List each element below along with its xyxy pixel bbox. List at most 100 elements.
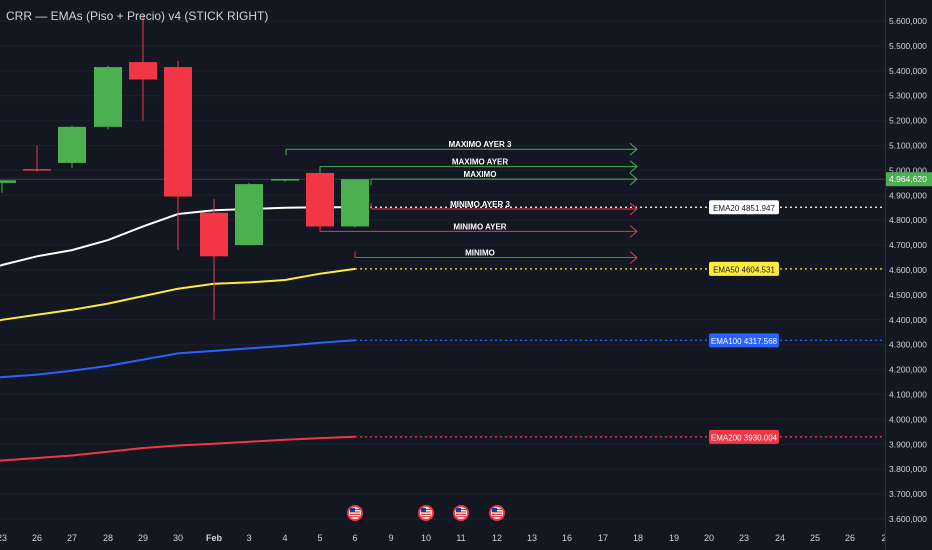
ema-label-bg — [709, 261, 779, 276]
price-axis-divider — [885, 0, 886, 550]
x-tick-label: 30 — [173, 533, 183, 543]
ema-label-bg — [709, 333, 779, 348]
level-maximo-ayer-3: MAXIMO AYER 3 — [285, 140, 638, 156]
level-arrow — [629, 225, 638, 238]
flag-stripe — [456, 516, 466, 518]
candle — [341, 179, 369, 228]
y-tick-label: 4.100,000 — [889, 390, 927, 400]
flag-stripe — [350, 516, 360, 518]
us-flag-event-icon — [418, 505, 434, 521]
y-tick-label: 4.200,000 — [889, 365, 927, 375]
candle — [164, 60, 192, 251]
candle — [235, 182, 263, 246]
level-arrow — [629, 202, 638, 216]
flag-stripe — [421, 516, 431, 518]
y-tick-label: 5.500,000 — [889, 41, 927, 51]
y-tick-label: 5.100,000 — [889, 141, 927, 151]
y-tick-label: 5.400,000 — [889, 66, 927, 76]
y-tick-label: 4.600,000 — [889, 265, 927, 275]
y-tick-label: 4.000,000 — [889, 414, 927, 424]
y-tick-label: 5.300,000 — [889, 91, 927, 101]
x-tick-label: 11 — [456, 533, 465, 543]
y-tick-label: 4.500,000 — [889, 290, 927, 300]
level-label: MAXIMO AYER — [452, 158, 509, 167]
x-tick-label: 26 — [32, 533, 42, 543]
candle — [271, 179, 299, 182]
x-tick-label: 9 — [388, 533, 393, 543]
y-tick-label: 4.900,000 — [889, 190, 927, 200]
x-tick-label: 19 — [669, 533, 679, 543]
y-tick-label: 4.400,000 — [889, 315, 927, 325]
x-tick-label: 12 — [492, 533, 502, 543]
x-tick-label: 4 — [282, 533, 287, 543]
x-tick-label: 17 — [598, 533, 608, 543]
ema-line-ema100 — [0, 339, 356, 379]
x-tick-label: 10 — [421, 533, 431, 543]
level-arrow — [629, 251, 638, 264]
us-flag-event-icon — [489, 505, 505, 521]
x-tick-label: 28 — [103, 533, 113, 543]
candle-body — [235, 184, 263, 246]
candle — [200, 199, 228, 320]
ema-label-text: EMA100 4317.568 — [711, 337, 778, 346]
flag-stripe — [421, 513, 431, 515]
candle-body — [306, 172, 334, 227]
flag-canton — [456, 508, 461, 512]
level-minimo-ayer: MINIMO AYER — [319, 222, 638, 238]
level-maximo-ayer: MAXIMO AYER — [319, 158, 638, 174]
flag-stripe — [456, 513, 466, 515]
candle-body — [58, 126, 86, 163]
ema-label-ema20: EMA20 4851.947 — [709, 200, 779, 215]
us-flag-event-icon — [347, 505, 363, 521]
level-arrow — [629, 160, 638, 174]
ema-label-ema100: EMA100 4317.568 — [709, 333, 779, 348]
candle — [306, 169, 334, 232]
x-tick-label: 16 — [562, 533, 572, 543]
level-label: MINIMO — [465, 249, 495, 258]
flag-canton — [492, 508, 497, 512]
ema-label-ema200: EMA200 3930.004 — [709, 429, 779, 444]
level-label: MAXIMO — [464, 170, 497, 179]
level-minimo: MINIMO — [354, 249, 638, 264]
y-tick-label: 5.600,000 — [889, 16, 927, 26]
candle-body — [341, 179, 369, 227]
candle — [94, 65, 122, 130]
candle-body — [164, 67, 192, 197]
candle-body — [0, 180, 16, 183]
ema-label-text: EMA200 3930.004 — [711, 433, 778, 442]
flag-stripe — [492, 516, 502, 518]
y-tick-label: 4.700,000 — [889, 240, 927, 250]
x-tick-label: 20 — [704, 533, 714, 543]
y-tick-label: 3.600,000 — [889, 514, 927, 524]
ema-label-bg — [709, 200, 779, 215]
x-tick-label: 6 — [352, 533, 357, 543]
flag-stripe — [492, 513, 502, 515]
candle-body — [94, 67, 122, 127]
candle-body — [271, 179, 299, 181]
y-tick-label: 3.700,000 — [889, 489, 927, 499]
y-tick-label: 4.300,000 — [889, 340, 927, 350]
x-tick-label: 24 — [775, 533, 785, 543]
candle-body — [23, 169, 51, 171]
y-tick-label: 3.900,000 — [889, 439, 927, 449]
last-price-badge — [886, 172, 932, 187]
y-tick-label: 3.800,000 — [889, 464, 927, 474]
x-tick-label: 2 — [881, 533, 886, 543]
y-tick-label: 5.200,000 — [889, 116, 927, 126]
candle — [23, 145, 51, 172]
level-arrow — [629, 172, 638, 186]
flag-canton — [421, 508, 426, 512]
level-label: MINIMO AYER 3 — [450, 200, 510, 209]
level-label: MINIMO AYER — [453, 222, 506, 231]
ema-label-text: EMA50 4604.531 — [713, 265, 775, 274]
candle-body — [129, 62, 157, 80]
x-tick-label: 25 — [810, 533, 820, 543]
candle-body — [200, 212, 228, 257]
x-tick-label: 27 — [67, 533, 77, 543]
level-maximo: MAXIMO — [370, 170, 638, 186]
x-tick-label: 23 — [0, 533, 7, 543]
chart-title: CRR — EMAs (Piso + Precio) v4 (STICK RIG… — [6, 9, 269, 23]
ema-label-bg — [709, 429, 779, 444]
